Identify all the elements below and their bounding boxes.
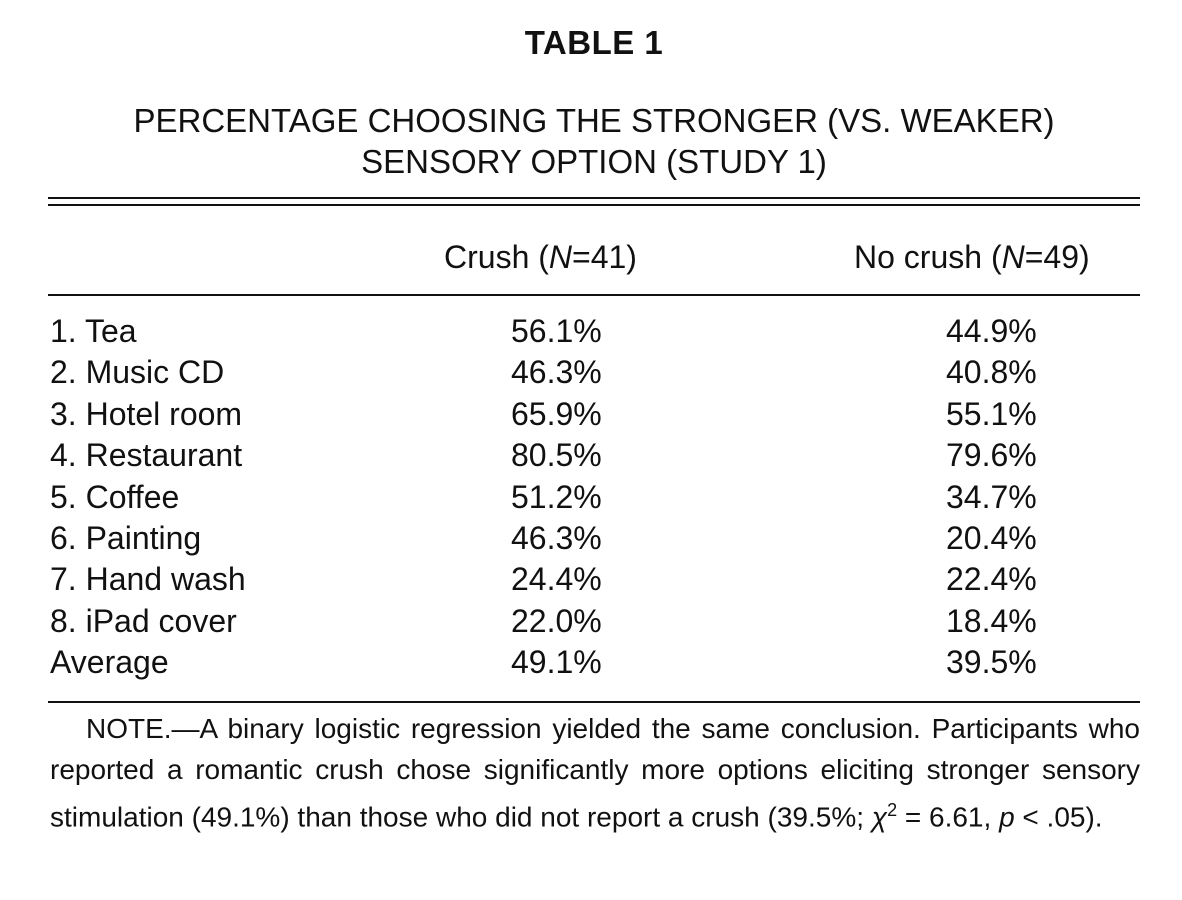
- row-label: 1. Tea: [50, 313, 137, 349]
- table-row: 7. Hand wash 24.4% 22.4%: [48, 559, 1140, 600]
- row-label: 5. Coffee: [50, 478, 180, 515]
- crush-value: 51.2%: [511, 478, 602, 515]
- top-rule-lower: [48, 204, 1140, 206]
- table-label: TABLE 1: [524, 24, 664, 61]
- row-label: 4. Restaurant: [50, 437, 243, 474]
- header-rule: [48, 294, 1140, 296]
- no-crush-value: 79.6%: [946, 437, 1037, 474]
- crush-value: 65.9%: [511, 395, 602, 432]
- crush-value: 24.4%: [511, 561, 602, 598]
- chi-symbol: χ: [871, 801, 888, 833]
- column-name: Crush: [444, 239, 530, 275]
- chi-value: = 6.61,: [897, 801, 1000, 833]
- no-crush-value: 18.4%: [946, 602, 1037, 639]
- crush-value: 80.5%: [511, 437, 602, 474]
- column-name: No crush: [854, 239, 983, 275]
- row-label: 3. Hotel room: [50, 395, 243, 432]
- column-header-no-crush: No crush (N=49): [854, 239, 1090, 275]
- column-header-row: Crush (N=41) No crush (N=49): [48, 237, 1140, 277]
- crush-value: 22.0%: [511, 602, 602, 639]
- n-label: N: [548, 239, 573, 275]
- table-note: NOTE.—A binary logistic regression yield…: [50, 708, 1140, 837]
- table-row: 5. Coffee 51.2% 34.7%: [48, 477, 1140, 518]
- no-crush-value: 40.8%: [946, 354, 1037, 391]
- no-crush-value: 20.4%: [946, 519, 1037, 556]
- table-body: 1. Tea 56.1% 44.9% 2. Music CD 46.3% 40.…: [48, 311, 1140, 684]
- row-label: Average: [50, 644, 169, 681]
- table-row-average: Average 49.1% 39.5%: [48, 642, 1140, 683]
- n-value: 49: [1043, 239, 1079, 275]
- table-title-line-2: SENSORY OPTION (STUDY 1): [361, 143, 827, 180]
- p-value: < .05).: [1014, 801, 1103, 833]
- table-row: 1. Tea 56.1% 44.9%: [48, 311, 1140, 352]
- table-row: 8. iPad cover 22.0% 18.4%: [48, 601, 1140, 642]
- table-title-line-1: PERCENTAGE CHOOSING THE STRONGER (VS. WE…: [133, 102, 1055, 139]
- crush-value: 49.1%: [511, 644, 602, 681]
- table-row: 2. Music CD 46.3% 40.8%: [48, 352, 1140, 393]
- crush-value: 46.3%: [511, 519, 602, 556]
- no-crush-value: 44.9%: [946, 313, 1037, 349]
- table-row: 3. Hotel room 65.9% 55.1%: [48, 394, 1140, 435]
- table-row: 4. Restaurant 80.5% 79.6%: [48, 435, 1140, 476]
- table-row: 6. Painting 46.3% 20.4%: [48, 518, 1140, 559]
- no-crush-value: 55.1%: [946, 395, 1037, 432]
- column-header-crush: Crush (N=41): [444, 239, 637, 275]
- n-value: 41: [590, 239, 627, 275]
- top-rule-upper: [48, 197, 1140, 199]
- table-title: PERCENTAGE CHOOSING THE STRONGER (VS. WE…: [48, 100, 1140, 182]
- no-crush-value: 22.4%: [946, 561, 1037, 598]
- no-crush-value: 39.5%: [946, 644, 1037, 681]
- crush-value: 56.1%: [511, 313, 602, 349]
- p-symbol: p: [999, 801, 1015, 833]
- crush-value: 46.3%: [511, 354, 602, 391]
- note-text: NOTE.—A binary logistic regression yield…: [50, 713, 1140, 833]
- row-label: 7. Hand wash: [50, 561, 246, 598]
- n-label: N: [1001, 239, 1025, 275]
- chi-superscript: 2: [887, 800, 898, 820]
- row-label: 6. Painting: [50, 519, 202, 556]
- no-crush-value: 34.7%: [946, 478, 1037, 515]
- row-label: 2. Music CD: [50, 354, 225, 391]
- bottom-rule: [48, 701, 1140, 703]
- row-label: 8. iPad cover: [50, 602, 237, 639]
